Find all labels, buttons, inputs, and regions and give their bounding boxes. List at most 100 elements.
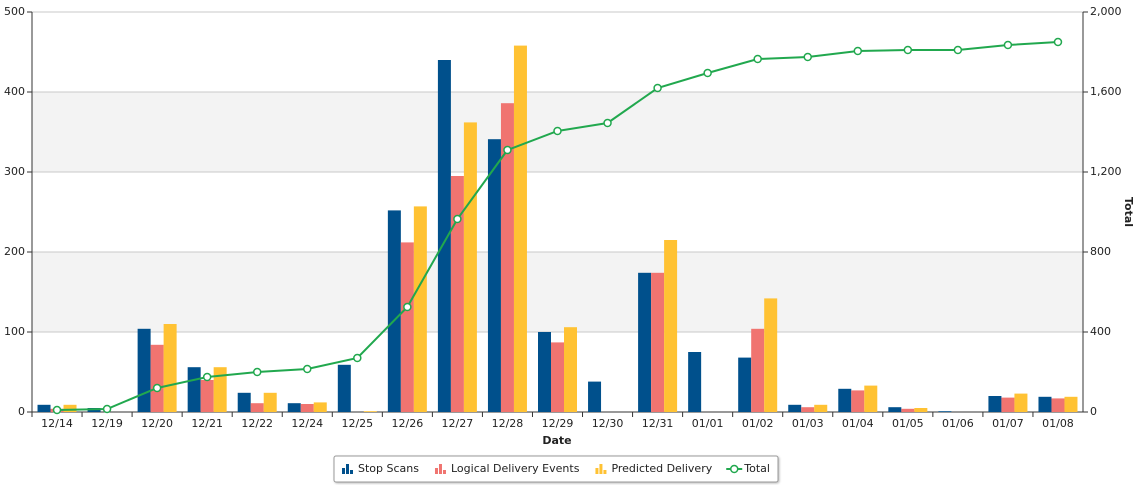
bar: [888, 407, 902, 412]
bar: [363, 411, 377, 412]
y2-tick-label: 1,600: [1090, 85, 1122, 98]
legend-icon: [346, 464, 349, 474]
line-point: [102, 404, 112, 414]
bar: [651, 272, 665, 412]
plot-band: [32, 252, 1083, 332]
bar: [1064, 396, 1078, 412]
y2-axis-title: Total: [1122, 197, 1135, 227]
y2-tick-label: 800: [1090, 245, 1111, 258]
bar: [864, 385, 878, 412]
bar: [764, 298, 778, 412]
x-axis-title: Date: [542, 434, 571, 447]
y2-tick-label: 2,000: [1090, 5, 1122, 18]
bar: [814, 404, 828, 412]
legend-item[interactable]: Stop Scans: [342, 462, 419, 475]
bar: [287, 403, 301, 412]
line-point: [403, 302, 412, 312]
bar: [137, 328, 151, 412]
bar: [588, 381, 602, 412]
bar: [387, 210, 401, 412]
legend-icon: [595, 468, 599, 474]
y-tick-label: 100: [4, 325, 25, 338]
legend-icon: [599, 464, 603, 474]
y-tick-label: 400: [4, 85, 25, 98]
bar: [738, 357, 752, 412]
bar: [838, 388, 852, 412]
line-point: [252, 367, 262, 377]
bar: [1051, 398, 1065, 412]
bar: [250, 403, 264, 412]
legend-icon: [603, 470, 607, 474]
line-point: [353, 353, 362, 363]
line-point: [753, 54, 762, 64]
bar: [1038, 396, 1052, 412]
legend-icon: [729, 464, 739, 474]
bar: [500, 103, 514, 412]
line-point: [653, 83, 662, 93]
legend-item[interactable]: Logical Delivery Events: [434, 462, 580, 475]
x-tick-label: 12/27: [442, 417, 474, 430]
y2-tick-label: 0: [1090, 405, 1097, 418]
bar: [413, 206, 427, 412]
x-tick-label: 12/26: [392, 417, 424, 430]
bar: [988, 396, 1002, 412]
plot-bands: [32, 92, 1083, 332]
bar: [37, 404, 51, 412]
x-tick-label: 12/29: [542, 417, 574, 430]
x-tick-label: 01/04: [842, 417, 874, 430]
bar: [437, 60, 451, 412]
legend-icon: [350, 470, 353, 474]
bar: [564, 327, 577, 412]
legend-icon: [442, 470, 446, 474]
legend-label: Predicted Delivery: [611, 462, 712, 475]
line-point: [803, 52, 812, 62]
x-tick-label: 12/30: [592, 417, 624, 430]
line-point: [553, 126, 562, 136]
legend-label: Stop Scans: [358, 462, 419, 475]
bar: [751, 328, 765, 412]
line-point: [503, 145, 512, 155]
bar: [664, 240, 678, 412]
legend-label: Total: [743, 462, 770, 475]
x-tick-label: 01/03: [792, 417, 824, 430]
bar: [788, 404, 802, 412]
y2-tick-label: 400: [1090, 325, 1111, 338]
line-point: [152, 383, 162, 393]
line-point: [453, 214, 462, 224]
x-tick-label: 12/31: [642, 417, 674, 430]
legend-box: [333, 455, 779, 483]
x-tick-label: 01/02: [742, 417, 774, 430]
bar: [851, 390, 865, 412]
line-point: [1053, 37, 1063, 47]
bar: [551, 342, 564, 412]
legend-icon: [342, 468, 345, 474]
bar: [237, 392, 251, 412]
bar: [538, 332, 551, 412]
line-point: [52, 405, 62, 415]
line-point: [303, 364, 312, 374]
x-tick-label: 12/28: [492, 417, 524, 430]
x-tick-label: 12/20: [141, 417, 173, 430]
bar: [938, 411, 952, 412]
line-point: [953, 45, 963, 55]
bar: [638, 272, 652, 412]
line-point: [703, 68, 712, 78]
x-tick-label: 01/01: [692, 417, 724, 430]
legend-item[interactable]: Total: [726, 462, 770, 475]
y-tick-label: 500: [4, 5, 25, 18]
line-point: [853, 46, 863, 56]
bar: [337, 364, 351, 412]
x-tick-label: 01/08: [1042, 417, 1074, 430]
bar: [513, 45, 527, 412]
line-point: [603, 118, 612, 128]
legend-item[interactable]: Predicted Delivery: [595, 462, 713, 475]
x-tick-label: 12/21: [191, 417, 223, 430]
y-tick-label: 200: [4, 245, 25, 258]
bar: [801, 407, 815, 412]
x-tick-label: 12/24: [291, 417, 323, 430]
y-tick-label: 300: [4, 165, 25, 178]
bar: [313, 402, 327, 412]
bar: [300, 404, 314, 412]
legend-icon: [438, 464, 442, 474]
x-tick-label: 12/19: [91, 417, 123, 430]
